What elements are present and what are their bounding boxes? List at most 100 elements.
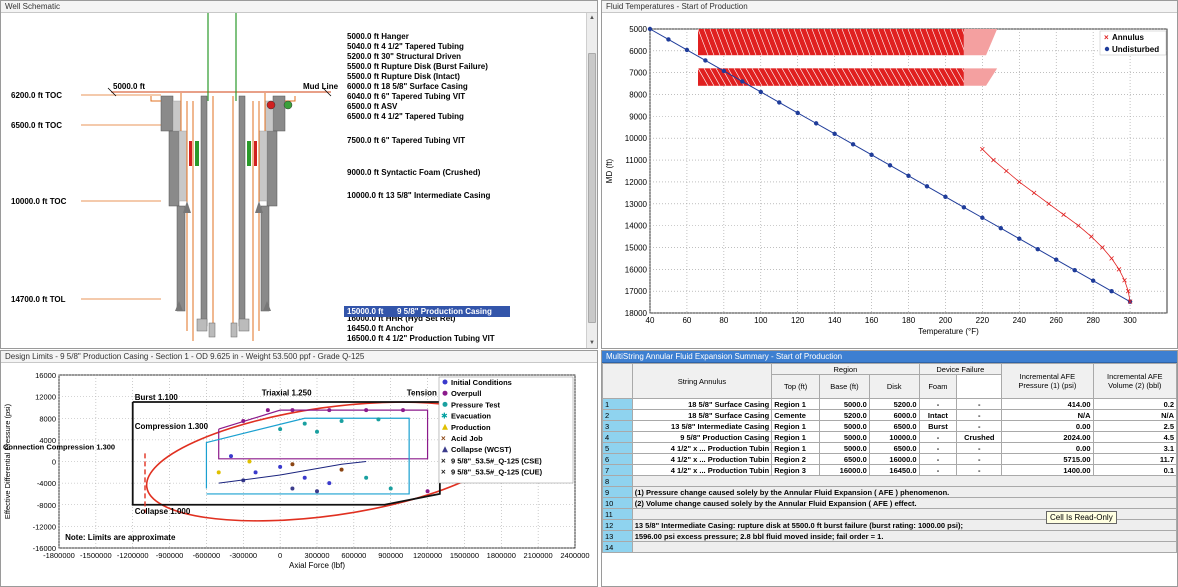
cell-top[interactable]: 5000.0 [819, 420, 870, 432]
cell-top[interactable]: 5000.0 [819, 431, 870, 443]
cell-volume[interactable]: N/A [1092, 409, 1177, 421]
row-header[interactable]: 8 [602, 475, 633, 487]
cell-disk[interactable]: - [918, 431, 958, 443]
component-label[interactable]: 6040.0 ft 6" Tapered Tubing VIT [347, 92, 465, 101]
component-label[interactable]: 5000.0 ft Hanger [347, 32, 409, 41]
cell-string-annulus[interactable]: 4 1/2" x ... Production Tubin [631, 464, 773, 476]
table-row[interactable]: 2 18 5/8" Surface Casing Cemente 5200.0 6000… [602, 409, 1177, 421]
scroll-down-arrow-icon[interactable]: ▼ [589, 340, 595, 346]
row-header[interactable]: 6 [602, 453, 633, 465]
cell-base[interactable]: 10000.0 [868, 431, 920, 443]
selected-component-highlight[interactable] [344, 306, 510, 317]
scroll-thumb[interactable] [588, 53, 596, 323]
cell-foam[interactable]: Crushed [956, 431, 1003, 443]
row-header[interactable]: 2 [602, 409, 633, 421]
cell-foam[interactable]: - [956, 453, 1003, 465]
note-cell[interactable]: 1596.00 psi excess pressure; 2.8 bbl flu… [631, 530, 1177, 542]
cell-top[interactable]: 5000.0 [819, 442, 870, 454]
table-row[interactable]: 9 (1) Pressure change caused solely by th… [602, 486, 1177, 498]
cell-string-annulus[interactable]: 18 5/8" Surface Casing [631, 409, 773, 421]
cell-pressure[interactable]: 1400.00 [1001, 464, 1094, 476]
component-label[interactable]: 9000.0 ft Syntactic Foam (Crushed) [347, 168, 481, 177]
row-header[interactable]: 7 [602, 464, 633, 476]
note-cell[interactable]: (1) Pressure change caused solely by the… [631, 486, 1177, 498]
cell-base[interactable]: 6500.0 [868, 420, 920, 432]
component-label[interactable]: 16000.0 ft HHR (Hyd Set Ret) [347, 314, 456, 323]
cell-foam[interactable]: - [956, 409, 1003, 421]
component-label[interactable]: 6000.0 ft 18 5/8" Surface Casing [347, 82, 468, 91]
row-header[interactable]: 12 [602, 519, 633, 531]
row-header[interactable]: 11 [602, 508, 633, 520]
cell-pressure[interactable]: 0.00 [1001, 442, 1094, 454]
scroll-up-arrow-icon[interactable]: ▲ [589, 15, 595, 21]
cell-region[interactable]: Region 3 [771, 464, 821, 476]
row-header[interactable]: 1 [602, 398, 633, 410]
component-label[interactable]: 6500.0 ft 4 1/2" Tapered Tubing [347, 112, 464, 121]
cell-top[interactable]: 5200.0 [819, 409, 870, 421]
component-label[interactable]: 10000.0 ft 13 5/8" Intermediate Casing [347, 191, 491, 200]
cell-string-annulus[interactable]: 13 5/8" Intermediate Casing [631, 420, 773, 432]
table-row[interactable]: 1 18 5/8" Surface Casing Region 1 5000.0 520… [602, 398, 1177, 410]
cell-volume[interactable]: 4.5 [1092, 431, 1177, 443]
component-label[interactable]: 16450.0 ft Anchor [347, 324, 413, 333]
cell-volume[interactable]: 2.5 [1092, 420, 1177, 432]
cell-top[interactable]: 5000.0 [819, 398, 870, 410]
cell-volume[interactable]: 11.7 [1092, 453, 1177, 465]
cell-pressure[interactable]: 414.00 [1001, 398, 1094, 410]
cell-disk[interactable]: - [918, 453, 958, 465]
row-header[interactable]: 4 [602, 431, 633, 443]
cell-disk[interactable]: Burst [918, 420, 958, 432]
table-row[interactable]: 10 (2) Volume change caused solely by the… [602, 497, 1177, 509]
component-label[interactable]: 6500.0 ft ASV [347, 102, 398, 111]
cell-region[interactable]: Region 1 [771, 398, 821, 410]
cell-pressure[interactable]: 5715.00 [1001, 453, 1094, 465]
cell-disk[interactable]: - [918, 464, 958, 476]
cell-region[interactable]: Region 2 [771, 453, 821, 465]
table-row[interactable]: 3 13 5/8" Intermediate Casing Region 1 5000… [602, 420, 1177, 432]
well-schematic-scrollbar[interactable]: ▲ ▼ [586, 13, 597, 348]
cell-base[interactable]: 6500.0 [868, 442, 920, 454]
cell-foam[interactable]: - [956, 442, 1003, 454]
row-header[interactable]: 13 [602, 530, 633, 542]
cell-top[interactable]: 16000.0 [819, 464, 870, 476]
component-label[interactable]: 5200.0 ft 30" Structural Driven [347, 52, 461, 61]
cell-volume[interactable]: 0.2 [1092, 398, 1177, 410]
table-row[interactable]: 14 [602, 541, 1177, 553]
cell-region[interactable]: Cemente [771, 409, 821, 421]
cell-base[interactable]: 16000.0 [868, 453, 920, 465]
cell-pressure[interactable]: N/A [1001, 409, 1094, 421]
cell-base[interactable]: 6000.0 [868, 409, 920, 421]
cell-base[interactable]: 5200.0 [868, 398, 920, 410]
component-label[interactable]: 5500.0 ft Rupture Disk (Intact) [347, 72, 460, 81]
cell-volume[interactable]: 0.1 [1092, 464, 1177, 476]
component-label[interactable]: 5500.0 ft Rupture Disk (Burst Failure) [347, 62, 488, 71]
row-header[interactable]: 3 [602, 420, 633, 432]
cell-string-annulus[interactable]: 18 5/8" Surface Casing [631, 398, 773, 410]
row-header[interactable]: 9 [602, 486, 633, 498]
empty-cell[interactable] [631, 541, 1177, 553]
design-limits-chart[interactable]: -1800000 -1500000 -1200000 -900000 -600000 -3… [1, 363, 598, 587]
cell-region[interactable]: Region 1 [771, 431, 821, 443]
cell-foam[interactable]: - [956, 420, 1003, 432]
component-label[interactable]: 16500.0 ft 4 1/2" Production Tubing VIT [347, 334, 495, 343]
component-label[interactable]: 7500.0 ft 6" Tapered Tubing VIT [347, 136, 465, 145]
row-header[interactable]: 10 [602, 497, 633, 509]
well-schematic-drawing[interactable]: 6200.0 ft TOC 6500.0 ft TOC 10000.0 ft TOC… [1, 13, 587, 349]
cell-disk[interactable]: - [918, 398, 958, 410]
cell-pressure[interactable]: 2024.00 [1001, 431, 1094, 443]
table-row[interactable]: 13 1596.00 psi excess pressure; 2.8 bbl f… [602, 530, 1177, 542]
cell-top[interactable]: 6500.0 [819, 453, 870, 465]
cell-string-annulus[interactable]: 4 1/2" x ... Production Tubin [631, 442, 773, 454]
cell-string-annulus[interactable]: 4 1/2" x ... Production Tubin [631, 453, 773, 465]
cell-string-annulus[interactable]: 9 5/8" Production Casing [631, 431, 773, 443]
cell-region[interactable]: Region 1 [771, 420, 821, 432]
cell-foam[interactable]: - [956, 398, 1003, 410]
table-row[interactable]: 8 [602, 475, 1177, 487]
component-label[interactable]: 5040.0 ft 4 1/2" Tapered Tubing [347, 42, 464, 51]
cell-volume[interactable]: 3.1 [1092, 442, 1177, 454]
cell-disk[interactable]: Intact [918, 409, 958, 421]
